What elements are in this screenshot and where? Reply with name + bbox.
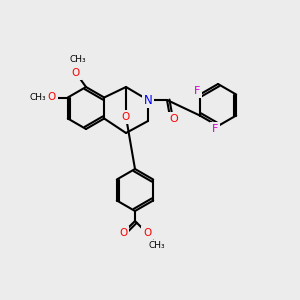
Text: CH₃: CH₃ [70, 56, 86, 64]
Text: F: F [194, 86, 200, 97]
Text: F: F [212, 124, 218, 134]
Text: O: O [169, 114, 178, 124]
Text: O: O [72, 68, 80, 78]
Text: O: O [122, 112, 130, 122]
Text: O: O [48, 92, 56, 103]
Text: CH₃: CH₃ [29, 93, 46, 102]
Text: O: O [143, 228, 151, 238]
Text: O: O [119, 228, 127, 238]
Text: CH₃: CH₃ [149, 242, 165, 250]
Text: N: N [144, 94, 152, 106]
